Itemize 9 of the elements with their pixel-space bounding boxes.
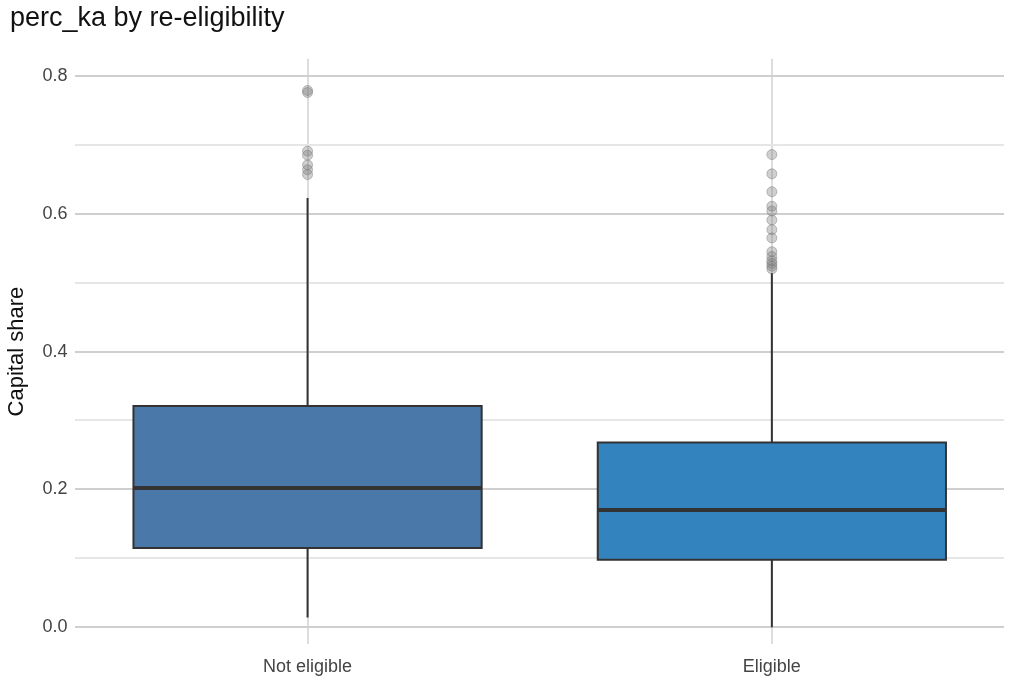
x-tick-label: Eligible — [742, 656, 801, 677]
y-tick-label: 0.4 — [42, 340, 68, 361]
y-tick-label: 0.6 — [42, 202, 68, 223]
x-tick-label: Not eligible — [263, 656, 353, 677]
chart-title: perc_ka by re-eligibility — [10, 2, 285, 33]
y-tick-label: 0.8 — [42, 64, 68, 85]
y-tick-label: 0.2 — [42, 478, 68, 499]
y-axis-title: Capital share — [3, 286, 29, 417]
y-tick-label: 0.0 — [42, 616, 68, 637]
